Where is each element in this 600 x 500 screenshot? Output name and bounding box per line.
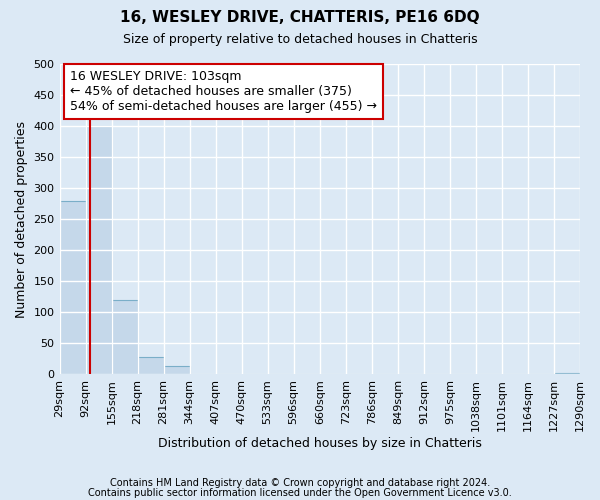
Y-axis label: Number of detached properties: Number of detached properties <box>15 120 28 318</box>
Text: 16, WESLEY DRIVE, CHATTERIS, PE16 6DQ: 16, WESLEY DRIVE, CHATTERIS, PE16 6DQ <box>120 10 480 25</box>
X-axis label: Distribution of detached houses by size in Chatteris: Distribution of detached houses by size … <box>158 437 482 450</box>
Text: Contains public sector information licensed under the Open Government Licence v3: Contains public sector information licen… <box>88 488 512 498</box>
Text: 16 WESLEY DRIVE: 103sqm
← 45% of detached houses are smaller (375)
54% of semi-d: 16 WESLEY DRIVE: 103sqm ← 45% of detache… <box>70 70 377 113</box>
Bar <box>137 357 164 374</box>
Text: Contains HM Land Registry data © Crown copyright and database right 2024.: Contains HM Land Registry data © Crown c… <box>110 478 490 488</box>
Bar <box>554 373 580 374</box>
Text: Size of property relative to detached houses in Chatteris: Size of property relative to detached ho… <box>122 32 478 46</box>
Bar <box>112 300 137 374</box>
Bar <box>164 366 190 374</box>
Bar <box>59 200 86 374</box>
Bar <box>86 126 112 374</box>
